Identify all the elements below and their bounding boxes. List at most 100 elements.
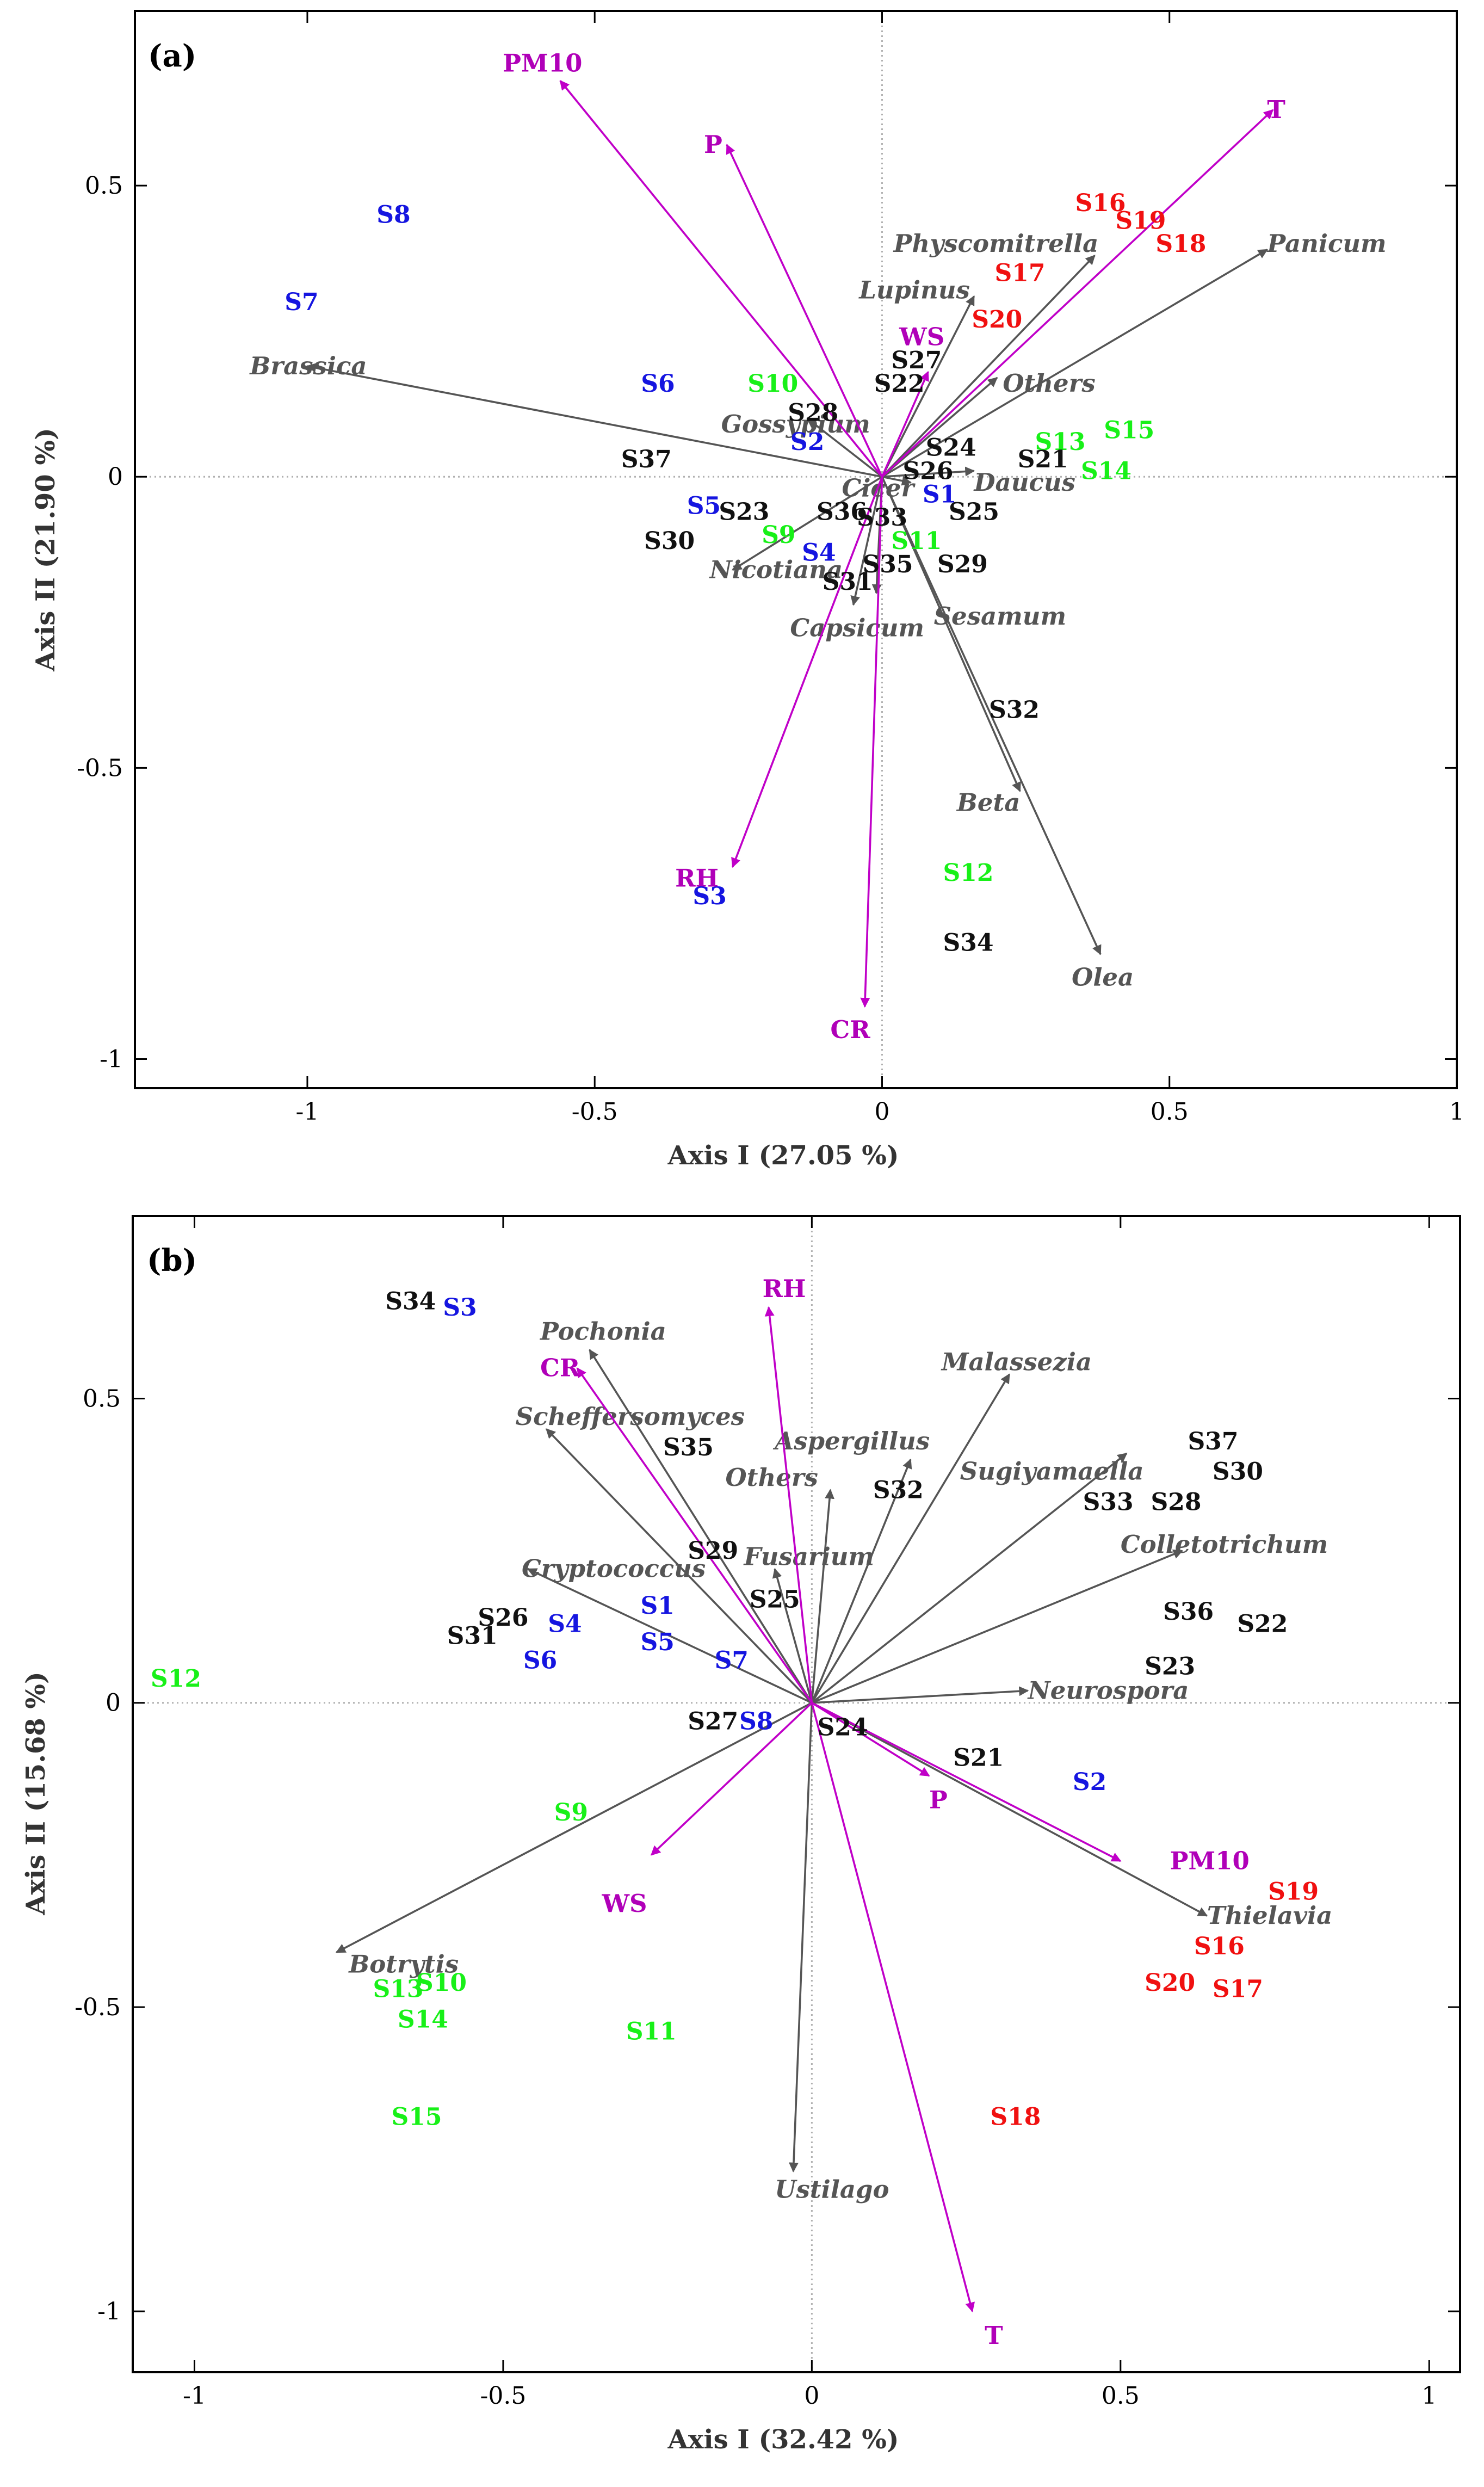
- site-point-s30: S30: [1213, 1458, 1263, 1486]
- y-tick-label: 0.5: [85, 172, 123, 200]
- genus-label-gossypium: Gossypium: [721, 410, 870, 439]
- y-tick-label: 0: [108, 463, 123, 491]
- environment-label-cr: CR: [540, 1354, 580, 1383]
- environment-vector-p: [726, 144, 883, 477]
- site-point-s17: S17: [1213, 1975, 1263, 2003]
- genus-label-cicer: Cicer: [842, 474, 916, 503]
- genus-label-panicum: Panicum: [1266, 229, 1386, 258]
- environment-vector-ws: [650, 1702, 813, 1856]
- site-point-s31: S31: [823, 568, 873, 596]
- site-point-s25: S25: [949, 498, 999, 526]
- genus-vector-thielavia: [811, 1702, 1208, 1917]
- site-point-s10: S10: [416, 1969, 467, 1997]
- site-point-s27: S27: [688, 1707, 738, 1735]
- x-tick-label: 0.5: [1151, 1098, 1189, 1126]
- genus-vector-pochonia: [589, 1349, 813, 1704]
- genus-vector-daucus: [882, 466, 975, 478]
- genus-vector-sugiyamaella: [811, 1452, 1128, 1704]
- x-tick-label: 1: [1449, 1098, 1464, 1126]
- genus-vector-colletotrichum: [811, 1549, 1183, 1704]
- y-tick-label: -0.5: [75, 1994, 121, 2021]
- panel-a-environment-vectors: PM10 P T WS RH CR: [503, 48, 1285, 1044]
- genus-vector-fusarium: [772, 1568, 813, 1704]
- genus-label-malassezia: Malassezia: [941, 1347, 1092, 1376]
- site-point-s3: S3: [692, 883, 726, 910]
- y-tick-label: 0: [106, 1689, 121, 1717]
- panel-b: (b) -1 -0.5 0 0.5 1 -1 -0.5 0 0.5 Pochonia Scheff…: [21, 1215, 1461, 2455]
- site-point-s7: S7: [285, 288, 318, 316]
- site-point-s12: S12: [151, 1665, 201, 1693]
- site-point-s26: S26: [902, 458, 953, 485]
- site-point-s9: S9: [762, 521, 795, 549]
- panel-b-ticks: -1 -0.5 0 0.5 1 -1 -0.5 0 0.5: [75, 1216, 1460, 2410]
- site-point-s1: S1: [640, 1592, 674, 1620]
- site-point-s28: S28: [788, 399, 838, 427]
- site-point-s28: S28: [1151, 1489, 1201, 1516]
- environment-vector-pm10: [811, 1702, 1122, 1862]
- x-tick-label: -0.5: [480, 2382, 527, 2410]
- panel-a-x-axis-label: Axis I (27.05 %): [667, 1140, 899, 1171]
- site-point-s8: S8: [739, 1707, 773, 1735]
- site-point-s36: S36: [1163, 1598, 1214, 1626]
- genus-label-botrytis: Botrytis: [348, 1950, 459, 1979]
- environment-label-p: P: [704, 130, 722, 159]
- site-point-s22: S22: [1237, 1610, 1288, 1638]
- panel-a-frame: [134, 10, 1458, 1089]
- panel-b-genus-vectors: Pochonia Scheffersomyces Cryptococcus Fusar…: [335, 1317, 1332, 2204]
- genus-vector-malassezia: [811, 1373, 1011, 1704]
- genus-label-beta: Beta: [956, 788, 1021, 817]
- site-point-s19: S19: [1115, 207, 1166, 234]
- genus-label-colletotrichum: Colletotrichum: [1121, 1530, 1328, 1559]
- genus-vector-neurospora: [812, 1686, 1029, 1704]
- site-point-s18: S18: [1155, 230, 1206, 258]
- genus-vector-brassica: [306, 363, 882, 478]
- genus-label-olea: Olea: [1072, 963, 1134, 992]
- site-point-s30: S30: [644, 527, 695, 555]
- x-tick-label: -1: [296, 1098, 319, 1126]
- genus-label-scheffersomyces: Scheffersomyces: [516, 1402, 745, 1431]
- genus-label-physcomitrella: Physcomitrella: [893, 229, 1099, 258]
- panel-a-sites: S1S2S3S4S5S6S7S8S9S10S11S12S13S14S15S16S…: [285, 189, 1206, 956]
- genus-label-sugiyamaella: Sugiyamaella: [960, 1457, 1144, 1486]
- site-point-s32: S32: [873, 1476, 924, 1504]
- site-point-s21: S21: [953, 1744, 1004, 1772]
- site-point-s32: S32: [989, 696, 1040, 724]
- genus-label-brassica: Brassica: [249, 351, 367, 380]
- genus-vector-cryptococcus: [527, 1568, 813, 1704]
- panel-a-genus-vectors: Brassica Gossypium Nicotiana Capsicum Sesamu…: [249, 229, 1386, 992]
- site-point-s1: S1: [923, 480, 956, 508]
- site-point-s6: S6: [641, 370, 675, 398]
- panel-a: (a) -1 -0.5 0 0.5 1 -1 -0.5 0 0.5 Brassica Gossyp…: [30, 10, 1464, 1171]
- genus-vector-others: [881, 377, 998, 478]
- genus-vector-physcomitrella: [881, 255, 1096, 478]
- environment-label-pm10: PM10: [1170, 1847, 1250, 1875]
- environment-label-t: T: [1267, 95, 1285, 124]
- genus-vector-cicer: [882, 476, 912, 486]
- site-point-s11: S11: [891, 527, 942, 555]
- panel-b-y-axis-label: Axis II (15.68 %): [21, 1671, 51, 1916]
- site-point-s4: S4: [548, 1610, 582, 1638]
- site-point-s17: S17: [995, 260, 1046, 287]
- site-point-s5: S5: [640, 1628, 674, 1656]
- site-point-s26: S26: [478, 1604, 528, 1632]
- site-point-s5: S5: [687, 492, 721, 520]
- x-tick-label: 0: [874, 1098, 889, 1126]
- site-point-s6: S6: [523, 1646, 557, 1674]
- genus-vector-nicotiana: [732, 476, 883, 571]
- site-point-s25: S25: [750, 1586, 800, 1614]
- genus-label-capsicum: Capsicum: [790, 613, 924, 642]
- environment-label-rh: RH: [763, 1274, 806, 1303]
- environment-vector-ws: [881, 371, 929, 477]
- site-point-s37: S37: [1188, 1428, 1239, 1455]
- panel-b-tag: (b): [147, 1243, 197, 1279]
- site-point-s10: S10: [747, 370, 798, 398]
- genus-label-daucus: Daucus: [973, 468, 1075, 497]
- site-point-s19: S19: [1268, 1878, 1319, 1905]
- environment-label-ws: WS: [602, 1889, 647, 1918]
- environment-vector-pm10: [559, 80, 883, 478]
- genus-vector-ustilago: [788, 1702, 813, 2173]
- panel-a-y-axis-label: Axis II (21.90 %): [30, 428, 61, 672]
- panel-a-tag: (a): [148, 38, 196, 74]
- x-tick-label: 0.5: [1102, 2382, 1140, 2410]
